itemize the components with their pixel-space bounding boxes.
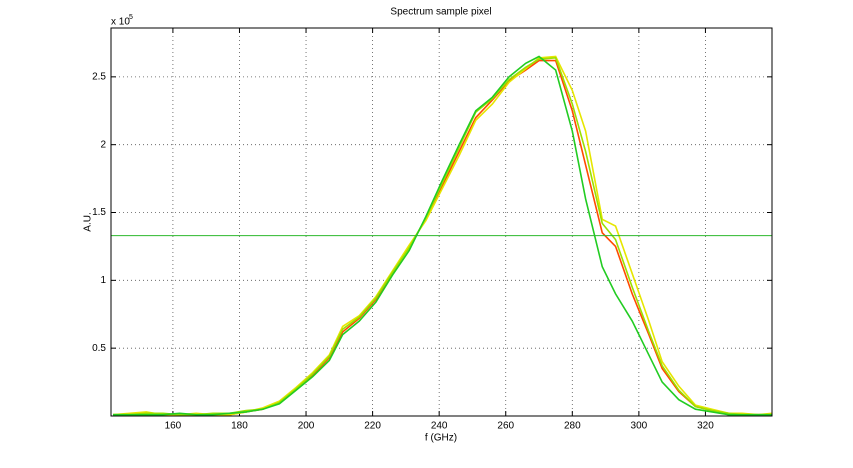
x-tick-label: 280 (564, 421, 581, 432)
y-tick-label: 2 (100, 139, 106, 150)
x-tick-label: 320 (697, 421, 714, 432)
y-tick-label: 2.5 (92, 71, 106, 82)
y-axis-label: A.U. (83, 212, 94, 231)
series-line (113, 55, 772, 416)
y-tick-label: 1 (100, 275, 106, 286)
x-tick-label: 180 (231, 421, 248, 432)
x-tick-label: 200 (298, 421, 315, 432)
x-tick-label: 260 (497, 421, 514, 432)
chart-title: Spectrum sample pixel (390, 7, 491, 18)
y-scale-exponent: 5 (129, 14, 133, 21)
y-tick-label: 1.5 (92, 207, 106, 218)
y-scale-label: x 10 (111, 17, 130, 28)
x-axis-label: f (GHz) (425, 433, 457, 444)
x-tick-label: 300 (631, 421, 648, 432)
plot-frame (110, 27, 773, 417)
series-line (112, 55, 773, 416)
x-tick-label: 160 (165, 421, 182, 432)
y-tick-label: 0.5 (92, 343, 106, 354)
x-tick-label: 240 (431, 421, 448, 432)
x-tick-label: 220 (364, 421, 381, 432)
